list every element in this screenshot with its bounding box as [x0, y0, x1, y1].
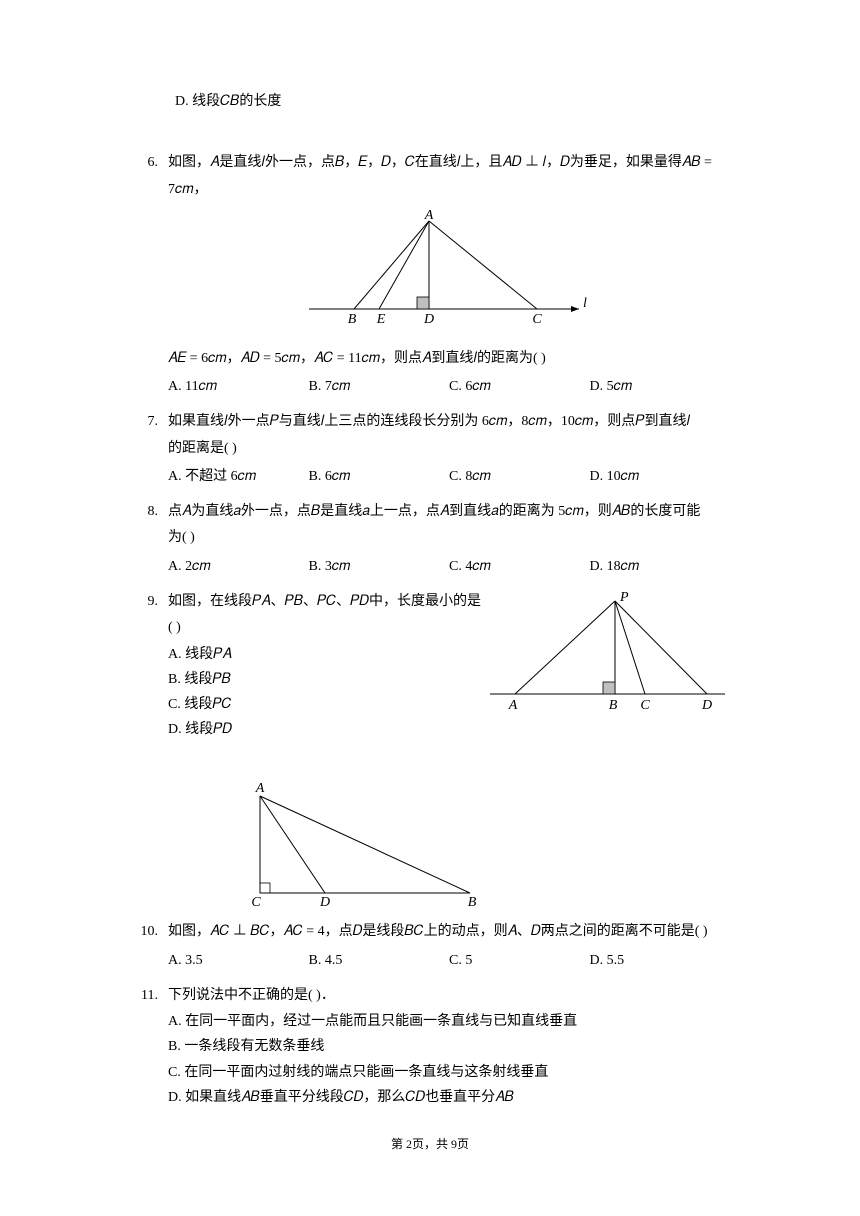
q8-opt-c: C. 4𝑐𝑚: [449, 554, 590, 581]
svg-text:D: D: [423, 312, 434, 327]
q10-opt-c: C. 5: [449, 948, 590, 975]
question-11: 11. 下列说法中不正确的是( )． A. 在同一平面内，经过一点能而且只能画一…: [130, 983, 730, 1110]
svg-text:A: A: [255, 781, 265, 796]
svg-text:C: C: [640, 698, 650, 713]
svg-text:C: C: [532, 312, 542, 327]
q9-number: 9.: [130, 589, 158, 616]
svg-text:D: D: [701, 698, 712, 713]
q11-opt-c: C. 在同一平面内过射线的端点只能画一条直线与这条射线垂直: [168, 1060, 730, 1085]
q8-options: A. 2𝑐𝑚 B. 3𝑐𝑚 C. 4𝑐𝑚 D. 18𝑐𝑚: [168, 554, 730, 581]
q6-number: 6.: [130, 150, 158, 177]
question-7: 7. 如果直线𝑙外一点𝑃与直线𝑙上三点的连线段长分别为 6𝑐𝑚，8𝑐𝑚，10𝑐𝑚…: [130, 409, 730, 491]
svg-text:B: B: [609, 698, 618, 713]
q8-number: 8.: [130, 499, 158, 526]
q8-opt-b: B. 3𝑐𝑚: [309, 554, 450, 581]
svg-text:D: D: [319, 895, 330, 908]
q7-opt-d: D. 10𝑐𝑚: [590, 464, 731, 491]
q7-stem-line2: 的距离是( ): [168, 436, 730, 463]
svg-text:C: C: [251, 895, 261, 908]
q7-opt-a: A. 不超过 6𝑐𝑚: [168, 464, 309, 491]
q8-stem-line1: 点𝐴为直线𝑎外一点，点𝐵是直线𝑎上一点，点𝐴到直线𝑎的距离为 5𝑐𝑚，则𝐴𝐵的长…: [168, 499, 730, 526]
svg-text:P: P: [619, 590, 629, 605]
svg-text:l: l: [583, 296, 587, 311]
svg-text:B: B: [348, 312, 357, 327]
question-9: 9. P A B C D 如图，在线段𝑃𝐴、𝑃𝐵、𝑃𝐶、𝑃𝐷中，长: [130, 589, 730, 771]
q10-opt-b: B. 4.5: [309, 948, 450, 975]
q6-stem-line2: 𝐴𝐸 = 6𝑐𝑚，𝐴𝐷 = 5𝑐𝑚，𝐴𝐶 = 11𝑐𝑚，则点𝐴到直线𝑙的距离为(…: [168, 346, 730, 373]
svg-text:B: B: [468, 895, 477, 908]
prev-option-d: D. 线段𝐶𝐵的长度: [175, 90, 730, 110]
svg-text:A: A: [508, 698, 518, 713]
q10-options: A. 3.5 B. 4.5 C. 5 D. 5.5: [168, 948, 730, 975]
page-footer: 第 2页，共 9页: [0, 1135, 860, 1152]
q10-opt-d: D. 5.5: [590, 948, 731, 975]
q10-figure: A C D B: [200, 778, 730, 913]
q7-opt-b: B. 6𝑐𝑚: [309, 464, 450, 491]
q11-opt-b: B. 一条线段有无数条垂线: [168, 1034, 730, 1059]
svg-text:E: E: [376, 312, 386, 327]
q7-stem-line1: 如果直线𝑙外一点𝑃与直线𝑙上三点的连线段长分别为 6𝑐𝑚，8𝑐𝑚，10𝑐𝑚，则点…: [168, 409, 730, 436]
q6-opt-d: D. 5𝑐𝑚: [590, 374, 731, 401]
q10-opt-a: A. 3.5: [168, 948, 309, 975]
q7-opt-c: C. 8𝑐𝑚: [449, 464, 590, 491]
q11-number: 11.: [130, 983, 158, 1010]
question-8: 8. 点𝐴为直线𝑎外一点，点𝐵是直线𝑎上一点，点𝐴到直线𝑎的距离为 5𝑐𝑚，则𝐴…: [130, 499, 730, 581]
q6-options: A. 11𝑐𝑚 B. 7𝑐𝑚 C. 6𝑐𝑚 D. 5𝑐𝑚: [168, 374, 730, 401]
q7-number: 7.: [130, 409, 158, 436]
question-6: 6. 如图，𝐴是直线𝑙外一点，点𝐵，𝐸，𝐷，𝐶在直线𝑙上，且𝐴𝐷 ⊥ 𝑙，𝐷为垂…: [130, 150, 730, 401]
prev-option-d-text: 线段𝐶𝐵的长度: [192, 94, 281, 109]
q10-stem: 如图，𝐴𝐶 ⊥ 𝐵𝐶，𝐴𝐶 = 4，点𝐷是线段𝐵𝐶上的动点，则𝐴、𝐷两点之间的距…: [168, 919, 730, 946]
svg-text:A: A: [424, 209, 434, 223]
question-10: A C D B 10. 如图，𝐴𝐶 ⊥ 𝐵𝐶，𝐴𝐶 = 4，点𝐷是线段𝐵𝐶上的动…: [130, 778, 730, 974]
q11-options: A. 在同一平面内，经过一点能而且只能画一条直线与已知直线垂直 B. 一条线段有…: [168, 1009, 730, 1110]
q10-number: 10.: [130, 919, 158, 946]
q6-opt-b: B. 7𝑐𝑚: [309, 374, 450, 401]
q8-stem-line2: 为( ): [168, 525, 730, 552]
q8-opt-a: A. 2𝑐𝑚: [168, 554, 309, 581]
q6-figure: A B E D C l: [168, 209, 730, 340]
q11-opt-a: A. 在同一平面内，经过一点能而且只能画一条直线与已知直线垂直: [168, 1009, 730, 1034]
q11-stem: 下列说法中不正确的是( )．: [168, 983, 730, 1010]
q6-opt-a: A. 11𝑐𝑚: [168, 374, 309, 401]
q7-options: A. 不超过 6𝑐𝑚 B. 6𝑐𝑚 C. 8𝑐𝑚 D. 10𝑐𝑚: [168, 464, 730, 491]
q8-opt-d: D. 18𝑐𝑚: [590, 554, 731, 581]
q6-opt-c: C. 6𝑐𝑚: [449, 374, 590, 401]
q6-stem-line1: 如图，𝐴是直线𝑙外一点，点𝐵，𝐸，𝐷，𝐶在直线𝑙上，且𝐴𝐷 ⊥ 𝑙，𝐷为垂足，如…: [168, 150, 730, 203]
q11-opt-d: D. 如果直线𝐴𝐵垂直平分线段𝐶𝐷，那么𝐶𝐷也垂直平分𝐴𝐵: [168, 1085, 730, 1110]
q9-figure: P A B C D: [485, 589, 730, 725]
